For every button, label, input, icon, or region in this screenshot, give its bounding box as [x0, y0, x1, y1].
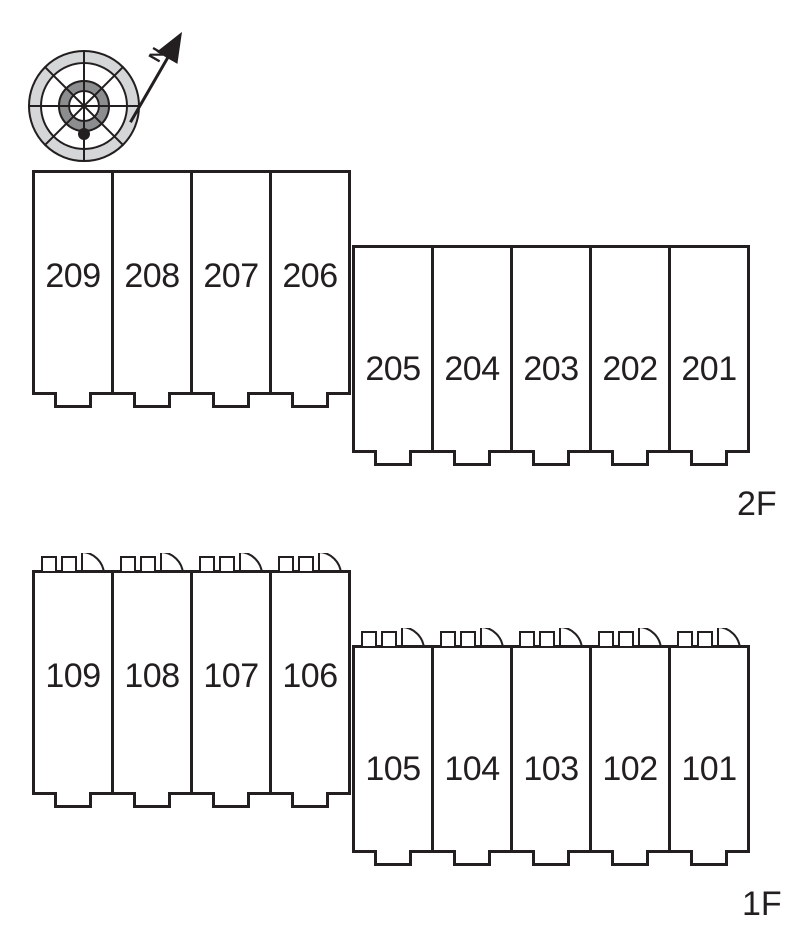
unit-number: 106	[272, 657, 348, 696]
window-slit-icon	[697, 245, 721, 251]
unit-number: 108	[114, 657, 190, 696]
unit: 105	[352, 645, 434, 853]
unit: 106	[269, 570, 351, 795]
door-step-icon	[453, 450, 491, 466]
entry-decor-icon	[361, 628, 427, 648]
unit: 202	[589, 245, 671, 453]
compass: N	[28, 22, 168, 162]
unit-number: 109	[35, 657, 111, 696]
door-step-icon	[374, 450, 412, 466]
door-step-icon	[133, 392, 171, 408]
door-step-icon	[532, 850, 570, 866]
door-step-icon	[291, 792, 329, 808]
unit-number: 209	[35, 257, 111, 296]
unit-block: 209208207206	[32, 170, 351, 395]
unit-number: 107	[193, 657, 269, 696]
unit-block: 105104103102101	[352, 645, 750, 853]
unit: 207	[190, 170, 272, 395]
unit-number: 201	[671, 350, 747, 389]
door-step-icon	[374, 850, 412, 866]
unit-number: 204	[434, 350, 510, 389]
unit-number: 208	[114, 257, 190, 296]
unit: 203	[510, 245, 592, 453]
window-slit-icon	[219, 170, 243, 176]
unit: 209	[32, 170, 114, 395]
door-step-icon	[611, 450, 649, 466]
compass-rose-icon	[28, 50, 140, 162]
entry-decor-icon	[598, 628, 664, 648]
door-step-icon	[453, 850, 491, 866]
floor-label: 2F	[737, 485, 777, 524]
unit-number: 203	[513, 350, 589, 389]
door-step-icon	[532, 450, 570, 466]
door-step-icon	[212, 392, 250, 408]
unit: 101	[668, 645, 750, 853]
entry-decor-icon	[41, 553, 107, 573]
door-step-icon	[291, 392, 329, 408]
entry-decor-icon	[278, 553, 344, 573]
entry-decor-icon	[677, 628, 743, 648]
unit-number: 205	[355, 350, 431, 389]
window-slit-icon	[298, 170, 322, 176]
unit-number: 102	[592, 750, 668, 789]
door-step-icon	[690, 850, 728, 866]
window-slit-icon	[618, 245, 642, 251]
door-step-icon	[212, 792, 250, 808]
entry-decor-icon	[199, 553, 265, 573]
entry-decor-icon	[440, 628, 506, 648]
unit: 109	[32, 570, 114, 795]
unit-block: 205204203202201	[352, 245, 750, 453]
door-step-icon	[133, 792, 171, 808]
window-slit-icon	[539, 245, 563, 251]
window-slit-icon	[61, 170, 85, 176]
unit: 102	[589, 645, 671, 853]
window-slit-icon	[140, 170, 164, 176]
window-slit-icon	[381, 245, 405, 251]
window-slit-icon	[460, 245, 484, 251]
unit: 206	[269, 170, 351, 395]
unit-number: 105	[355, 750, 431, 789]
unit-number: 202	[592, 350, 668, 389]
unit-number: 206	[272, 257, 348, 296]
door-step-icon	[690, 450, 728, 466]
unit-number: 101	[671, 750, 747, 789]
entry-decor-icon	[120, 553, 186, 573]
door-step-icon	[54, 792, 92, 808]
unit: 108	[111, 570, 193, 795]
floor-plan-canvas: N 2F2092082072062052042032022011F1091081…	[0, 0, 800, 940]
unit: 208	[111, 170, 193, 395]
door-step-icon	[54, 392, 92, 408]
floor-label: 1F	[742, 885, 782, 924]
unit: 107	[190, 570, 272, 795]
unit-number: 103	[513, 750, 589, 789]
entry-decor-icon	[519, 628, 585, 648]
unit-block: 109108107106	[32, 570, 351, 795]
unit: 104	[431, 645, 513, 853]
unit: 103	[510, 645, 592, 853]
unit-number: 207	[193, 257, 269, 296]
unit: 205	[352, 245, 434, 453]
unit: 201	[668, 245, 750, 453]
unit: 204	[431, 245, 513, 453]
unit-number: 104	[434, 750, 510, 789]
door-step-icon	[611, 850, 649, 866]
